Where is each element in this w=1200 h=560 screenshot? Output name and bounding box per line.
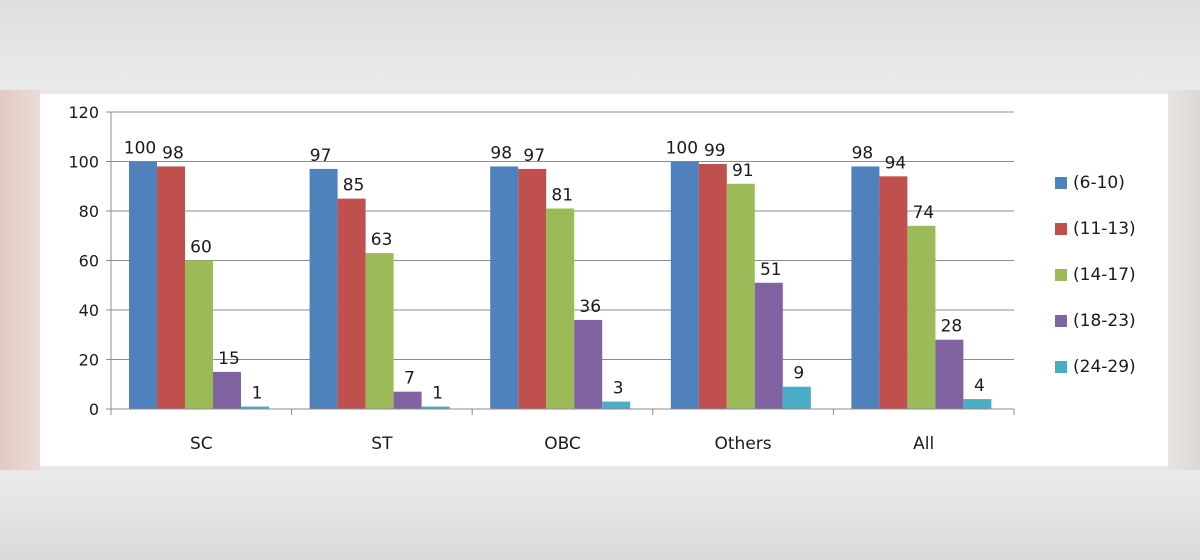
x-category-label: SC	[190, 434, 213, 454]
data-label: 81	[551, 186, 573, 206]
legend-swatch	[1055, 223, 1067, 235]
data-label: 1	[252, 384, 263, 404]
bar	[907, 225, 936, 409]
data-label: 97	[310, 146, 332, 166]
legend-label: (24-29)	[1073, 357, 1136, 377]
data-label: 9	[793, 364, 804, 384]
legend-item[interactable]: (14-17)	[1055, 265, 1136, 285]
grouped-bar-chart: 0 20 40 60 80 100 120 SC ST OBC Others All 100 98 60 1…	[68, 103, 1136, 454]
bar	[213, 371, 241, 409]
bar	[393, 391, 422, 409]
data-label: 28	[941, 317, 963, 337]
legend-swatch	[1055, 315, 1067, 327]
legend-label: (11-13)	[1073, 219, 1136, 239]
bar	[129, 161, 157, 409]
bar	[782, 386, 811, 409]
x-category-label: Others	[715, 434, 772, 454]
data-label: 4	[974, 376, 985, 396]
legend-item[interactable]: (11-13)	[1055, 219, 1136, 239]
chart-panel: 0 20 40 60 80 100 120 SC ST OBC Others All 100 98 60 1…	[40, 94, 1168, 466]
y-tick-label: 40	[79, 301, 99, 320]
x-category-label: ST	[371, 434, 393, 454]
bar	[185, 260, 213, 409]
y-tick-label: 60	[79, 252, 99, 271]
bar	[698, 163, 727, 409]
data-label: 15	[218, 349, 240, 369]
x-category-label: OBC	[544, 434, 581, 454]
bar	[602, 401, 631, 409]
bar	[670, 161, 699, 409]
data-label: 85	[343, 176, 365, 196]
bar	[963, 399, 992, 409]
legend-label: (14-17)	[1073, 265, 1136, 285]
data-label: 97	[523, 146, 545, 166]
y-tick-label: 120	[68, 103, 99, 122]
y-tick-label: 20	[79, 351, 99, 370]
axes: 0 20 40 60 80 100 120 SC ST OBC Others All	[68, 103, 1015, 454]
bar	[574, 319, 603, 409]
data-label: 74	[913, 203, 935, 223]
legend-item[interactable]: (24-29)	[1055, 357, 1136, 377]
data-label: 36	[579, 297, 601, 317]
data-label: 1	[432, 384, 443, 404]
data-label: 3	[613, 379, 624, 399]
bar	[241, 406, 269, 409]
data-label: 98	[490, 143, 512, 163]
data-label: 51	[760, 260, 782, 280]
legend-item[interactable]: (18-23)	[1055, 311, 1136, 331]
bar	[879, 176, 908, 409]
bar	[935, 339, 964, 409]
legend-swatch	[1055, 269, 1067, 281]
bar	[851, 166, 880, 409]
data-label: 100	[666, 139, 698, 159]
y-tick-label: 80	[79, 202, 99, 221]
bar	[421, 406, 450, 409]
legend-item[interactable]: (6-10)	[1055, 173, 1125, 193]
bar	[337, 198, 366, 409]
data-label: 98	[162, 143, 184, 163]
bar	[490, 166, 519, 409]
legend-swatch	[1055, 361, 1067, 373]
data-label: 100	[124, 139, 156, 159]
bar	[726, 183, 755, 409]
data-label: 7	[404, 369, 415, 389]
bar	[365, 253, 394, 409]
data-label: 99	[704, 141, 726, 161]
data-label: 91	[732, 161, 754, 181]
legend-label: (6-10)	[1073, 173, 1125, 193]
data-label: 98	[852, 143, 874, 163]
legend[interactable]: (6-10) (11-13) (14-17) (18-23) (24-29)	[1055, 173, 1136, 377]
bar	[754, 282, 783, 409]
background-right-edge	[1168, 90, 1200, 470]
legend-swatch	[1055, 177, 1067, 189]
bar	[546, 208, 575, 409]
background-left-edge	[0, 90, 40, 470]
bars	[129, 161, 992, 409]
data-label: 63	[371, 230, 393, 250]
bar	[157, 166, 185, 409]
data-label: 60	[190, 238, 212, 258]
data-label: 94	[885, 153, 907, 173]
legend-label: (18-23)	[1073, 311, 1136, 331]
bar	[309, 168, 338, 409]
bar	[518, 168, 547, 409]
y-tick-label: 0	[89, 400, 99, 419]
x-category-label: All	[913, 434, 934, 454]
y-tick-label: 100	[68, 153, 99, 172]
